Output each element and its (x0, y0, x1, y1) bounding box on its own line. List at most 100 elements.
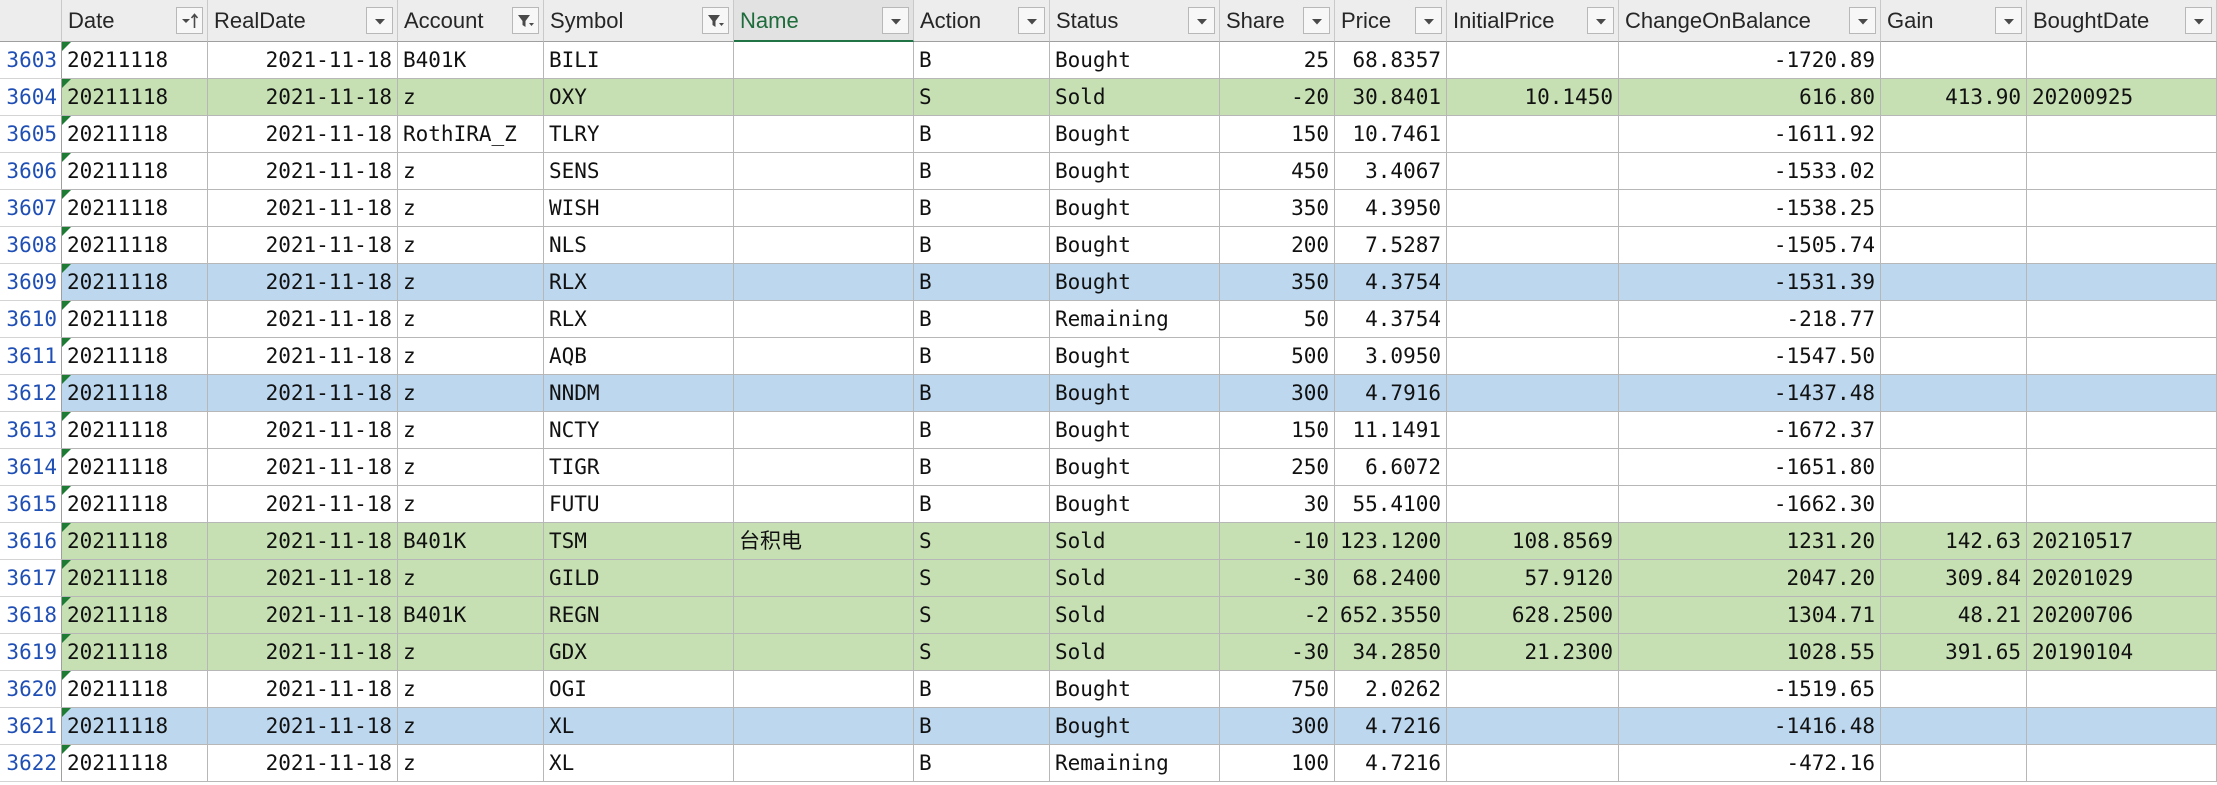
column-header-gain[interactable]: Gain (1881, 0, 2027, 42)
cell-action[interactable]: B (914, 338, 1050, 375)
cell-symbol[interactable]: WISH (544, 190, 734, 227)
cell-changeonbalance[interactable]: -1547.50 (1619, 338, 1881, 375)
cell-gain[interactable]: 48.21 (1881, 597, 2027, 634)
cell-boughtdate[interactable]: 20200925 (2027, 79, 2217, 116)
cell-share[interactable]: -30 (1220, 560, 1335, 597)
cell-gain[interactable] (1881, 745, 2027, 782)
cell-initialprice[interactable] (1447, 190, 1619, 227)
cell-gain[interactable]: 142.63 (1881, 523, 2027, 560)
cell-action[interactable]: B (914, 227, 1050, 264)
cell-share[interactable]: 750 (1220, 671, 1335, 708)
cell-symbol[interactable]: OXY (544, 79, 734, 116)
cell-gain[interactable] (1881, 301, 2027, 338)
cell-status[interactable]: Bought (1050, 153, 1220, 190)
cell-price[interactable]: 123.1200 (1335, 523, 1447, 560)
cell-symbol[interactable]: TLRY (544, 116, 734, 153)
cell-initialprice[interactable] (1447, 412, 1619, 449)
cell-realdate[interactable]: 2021-11-18 (208, 42, 398, 79)
cell-share[interactable]: 150 (1220, 412, 1335, 449)
cell-gain[interactable] (1881, 42, 2027, 79)
cell-symbol[interactable]: GDX (544, 634, 734, 671)
row-header[interactable]: 3616 (0, 523, 62, 560)
cell-share[interactable]: -30 (1220, 634, 1335, 671)
cell-boughtdate[interactable] (2027, 708, 2217, 745)
cell-boughtdate[interactable] (2027, 153, 2217, 190)
cell-changeonbalance[interactable]: 1231.20 (1619, 523, 1881, 560)
row-header[interactable]: 3622 (0, 745, 62, 782)
column-header-date[interactable]: Date (62, 0, 208, 42)
cell-account[interactable]: B401K (398, 597, 544, 634)
column-header-account[interactable]: Account (398, 0, 544, 42)
cell-realdate[interactable]: 2021-11-18 (208, 116, 398, 153)
cell-initialprice[interactable]: 108.8569 (1447, 523, 1619, 560)
filter-button-share[interactable] (1303, 7, 1330, 34)
row-header[interactable]: 3620 (0, 671, 62, 708)
cell-initialprice[interactable] (1447, 227, 1619, 264)
cell-price[interactable]: 55.4100 (1335, 486, 1447, 523)
cell-account[interactable]: z (398, 153, 544, 190)
cell-gain[interactable] (1881, 708, 2027, 745)
cell-status[interactable]: Bought (1050, 412, 1220, 449)
cell-price[interactable]: 4.3754 (1335, 301, 1447, 338)
cell-symbol[interactable]: XL (544, 708, 734, 745)
cell-symbol[interactable]: NCTY (544, 412, 734, 449)
cell-action[interactable]: B (914, 671, 1050, 708)
cell-initialprice[interactable] (1447, 301, 1619, 338)
column-header-changeonbalance[interactable]: ChangeOnBalance (1619, 0, 1881, 42)
cell-realdate[interactable]: 2021-11-18 (208, 486, 398, 523)
cell-gain[interactable]: 391.65 (1881, 634, 2027, 671)
cell-share[interactable]: 450 (1220, 153, 1335, 190)
cell-changeonbalance[interactable]: -1651.80 (1619, 449, 1881, 486)
cell-account[interactable]: z (398, 486, 544, 523)
cell-name[interactable] (734, 227, 914, 264)
row-header[interactable]: 3615 (0, 486, 62, 523)
cell-realdate[interactable]: 2021-11-18 (208, 708, 398, 745)
cell-name[interactable] (734, 375, 914, 412)
row-header[interactable]: 3614 (0, 449, 62, 486)
cell-realdate[interactable]: 2021-11-18 (208, 745, 398, 782)
cell-changeonbalance[interactable]: -1437.48 (1619, 375, 1881, 412)
cell-symbol[interactable]: OGI (544, 671, 734, 708)
cell-initialprice[interactable] (1447, 745, 1619, 782)
cell-changeonbalance[interactable]: -1505.74 (1619, 227, 1881, 264)
cell-boughtdate[interactable] (2027, 42, 2217, 79)
cell-share[interactable]: 200 (1220, 227, 1335, 264)
cell-action[interactable]: B (914, 449, 1050, 486)
column-header-price[interactable]: Price (1335, 0, 1447, 42)
column-header-boughtdate[interactable]: BoughtDate (2027, 0, 2217, 42)
cell-realdate[interactable]: 2021-11-18 (208, 449, 398, 486)
cell-name[interactable] (734, 671, 914, 708)
cell-account[interactable]: z (398, 190, 544, 227)
cell-boughtdate[interactable] (2027, 301, 2217, 338)
cell-action[interactable]: B (914, 264, 1050, 301)
cell-name[interactable] (734, 79, 914, 116)
cell-changeonbalance[interactable]: -1672.37 (1619, 412, 1881, 449)
cell-boughtdate[interactable] (2027, 486, 2217, 523)
cell-gain[interactable] (1881, 190, 2027, 227)
column-header-share[interactable]: Share (1220, 0, 1335, 42)
row-header[interactable]: 3613 (0, 412, 62, 449)
cell-price[interactable]: 4.3950 (1335, 190, 1447, 227)
cell-price[interactable]: 7.5287 (1335, 227, 1447, 264)
cell-price[interactable]: 11.1491 (1335, 412, 1447, 449)
cell-symbol[interactable]: TIGR (544, 449, 734, 486)
cell-initialprice[interactable] (1447, 116, 1619, 153)
cell-boughtdate[interactable] (2027, 412, 2217, 449)
filter-button-price[interactable] (1415, 7, 1442, 34)
cell-changeonbalance[interactable]: -1519.65 (1619, 671, 1881, 708)
cell-share[interactable]: 250 (1220, 449, 1335, 486)
cell-realdate[interactable]: 2021-11-18 (208, 523, 398, 560)
cell-changeonbalance[interactable]: -1720.89 (1619, 42, 1881, 79)
cell-status[interactable]: Bought (1050, 227, 1220, 264)
cell-realdate[interactable]: 2021-11-18 (208, 79, 398, 116)
row-header[interactable]: 3603 (0, 42, 62, 79)
cell-boughtdate[interactable] (2027, 190, 2217, 227)
cell-gain[interactable]: 413.90 (1881, 79, 2027, 116)
cell-boughtdate[interactable]: 20190104 (2027, 634, 2217, 671)
row-header[interactable]: 3621 (0, 708, 62, 745)
cell-date[interactable]: 20211118 (62, 671, 208, 708)
cell-initialprice[interactable] (1447, 153, 1619, 190)
cell-price[interactable]: 2.0262 (1335, 671, 1447, 708)
cell-account[interactable]: z (398, 745, 544, 782)
cell-realdate[interactable]: 2021-11-18 (208, 227, 398, 264)
